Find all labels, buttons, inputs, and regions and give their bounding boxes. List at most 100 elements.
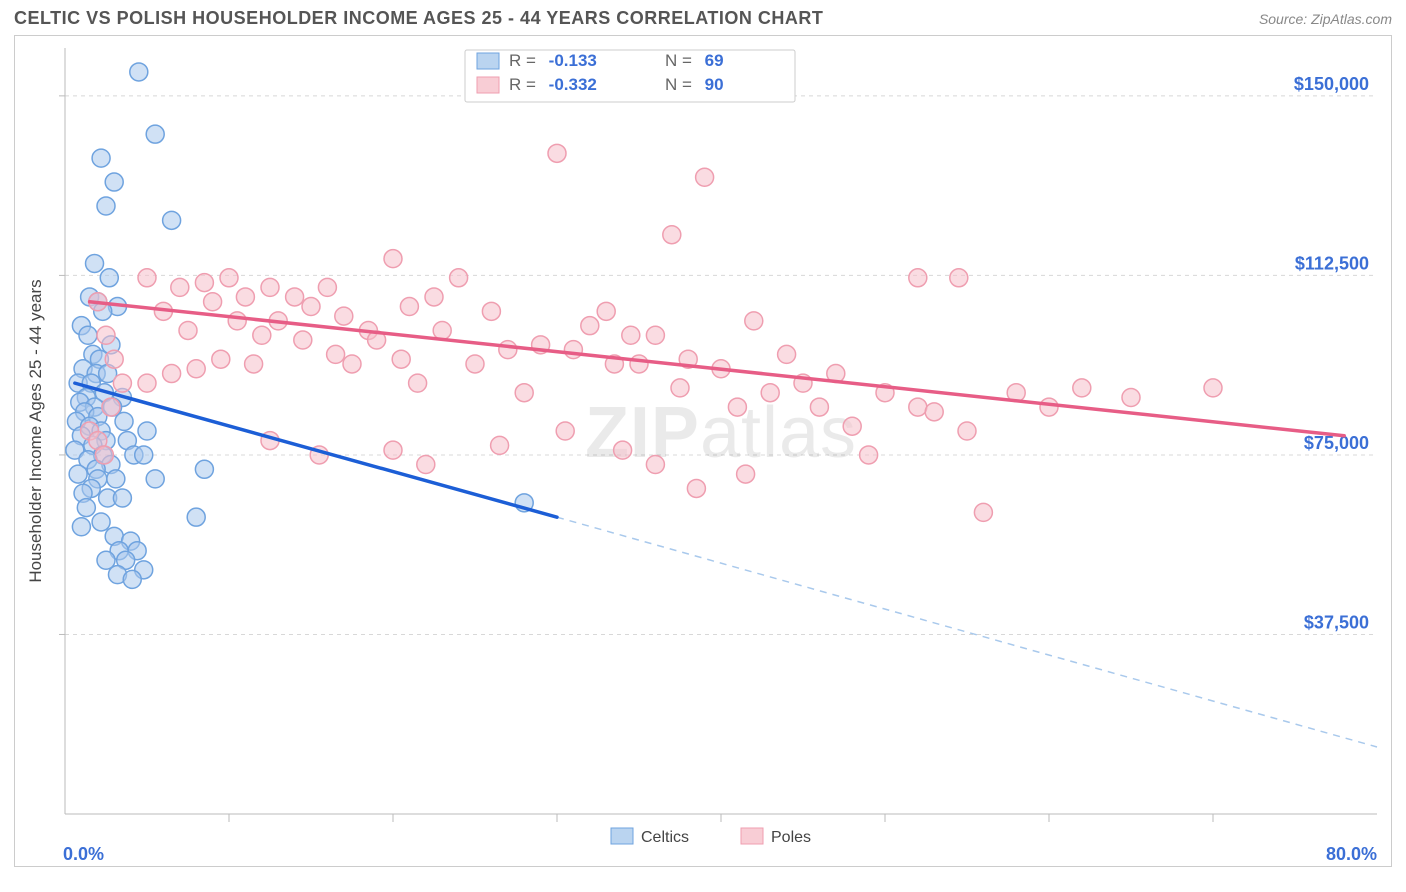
data-point — [622, 326, 640, 344]
bottom-swatch-celtics — [611, 828, 633, 844]
data-point — [737, 465, 755, 483]
trend-dashed-celtics — [557, 517, 1377, 747]
data-point — [204, 293, 222, 311]
data-point — [327, 345, 345, 363]
data-point — [515, 384, 533, 402]
y-tick-label: $112,500 — [1295, 253, 1369, 273]
data-point — [548, 144, 566, 162]
data-point — [105, 350, 123, 368]
data-point — [450, 269, 468, 287]
data-point — [100, 269, 118, 287]
data-point — [228, 312, 246, 330]
data-point — [466, 355, 484, 373]
data-point — [212, 350, 230, 368]
data-point — [745, 312, 763, 330]
data-point — [138, 374, 156, 392]
data-point — [286, 288, 304, 306]
legend-n-row-1: N = 90 — [665, 75, 724, 94]
data-point — [86, 254, 104, 272]
data-point — [728, 398, 746, 416]
y-tick-label: $37,500 — [1304, 612, 1369, 632]
data-point — [138, 422, 156, 440]
data-point — [564, 341, 582, 359]
data-point — [392, 350, 410, 368]
data-point — [909, 269, 927, 287]
data-point — [614, 441, 632, 459]
data-point — [195, 460, 213, 478]
data-point — [778, 345, 796, 363]
x-end-label: 80.0% — [1326, 844, 1377, 864]
data-point — [113, 489, 131, 507]
legend-n-row-0: N = 69 — [665, 51, 724, 70]
bottom-legend-label-celtics: Celtics — [641, 829, 689, 846]
data-point — [146, 125, 164, 143]
data-point — [135, 446, 153, 464]
data-point — [671, 379, 689, 397]
data-point — [384, 441, 402, 459]
data-point — [236, 288, 254, 306]
data-point — [1122, 388, 1140, 406]
data-point — [696, 168, 714, 186]
data-point — [646, 326, 664, 344]
chart-title: CELTIC VS POLISH HOUSEHOLDER INCOME AGES… — [14, 8, 823, 29]
data-point — [860, 446, 878, 464]
data-point — [491, 436, 509, 454]
data-point — [146, 470, 164, 488]
data-point — [425, 288, 443, 306]
data-point — [163, 365, 181, 383]
scatter-chart: $37,500$75,000$112,500$150,000ZIPatlasHo… — [15, 36, 1393, 866]
data-point — [1204, 379, 1222, 397]
data-point — [92, 513, 110, 531]
bottom-legend-label-poles: Poles — [771, 829, 811, 846]
data-point — [925, 403, 943, 421]
data-point — [663, 226, 681, 244]
data-point — [417, 456, 435, 474]
data-point — [343, 355, 361, 373]
data-point — [974, 503, 992, 521]
data-point — [409, 374, 427, 392]
data-point — [1040, 398, 1058, 416]
data-point — [294, 331, 312, 349]
data-point — [302, 298, 320, 316]
legend-swatch-poles — [477, 77, 499, 93]
data-point — [187, 360, 205, 378]
legend-swatch-celtics — [477, 53, 499, 69]
data-point — [115, 412, 133, 430]
data-point — [113, 374, 131, 392]
data-point — [92, 149, 110, 167]
data-point — [482, 302, 500, 320]
data-point — [581, 317, 599, 335]
data-point — [687, 479, 705, 497]
data-point — [79, 326, 97, 344]
data-point — [123, 570, 141, 588]
data-point — [499, 341, 517, 359]
y-tick-label: $150,000 — [1294, 74, 1369, 94]
data-point — [138, 269, 156, 287]
data-point — [630, 355, 648, 373]
x-start-label: 0.0% — [63, 844, 104, 864]
data-point — [950, 269, 968, 287]
data-point — [761, 384, 779, 402]
data-point — [646, 456, 664, 474]
data-point — [97, 197, 115, 215]
data-point — [107, 470, 125, 488]
data-point — [909, 398, 927, 416]
bottom-swatch-poles — [741, 828, 763, 844]
data-point — [400, 298, 418, 316]
data-point — [253, 326, 271, 344]
data-point — [179, 321, 197, 339]
data-point — [245, 355, 263, 373]
data-point — [105, 173, 123, 191]
data-point — [171, 278, 189, 296]
data-point — [958, 422, 976, 440]
data-point — [810, 398, 828, 416]
chart-container: $37,500$75,000$112,500$150,000ZIPatlasHo… — [14, 35, 1392, 867]
data-point — [1073, 379, 1091, 397]
data-point — [433, 321, 451, 339]
data-point — [163, 211, 181, 229]
data-point — [77, 499, 95, 517]
data-point — [556, 422, 574, 440]
chart-source: Source: ZipAtlas.com — [1259, 11, 1392, 27]
data-point — [102, 398, 120, 416]
data-point — [261, 278, 279, 296]
